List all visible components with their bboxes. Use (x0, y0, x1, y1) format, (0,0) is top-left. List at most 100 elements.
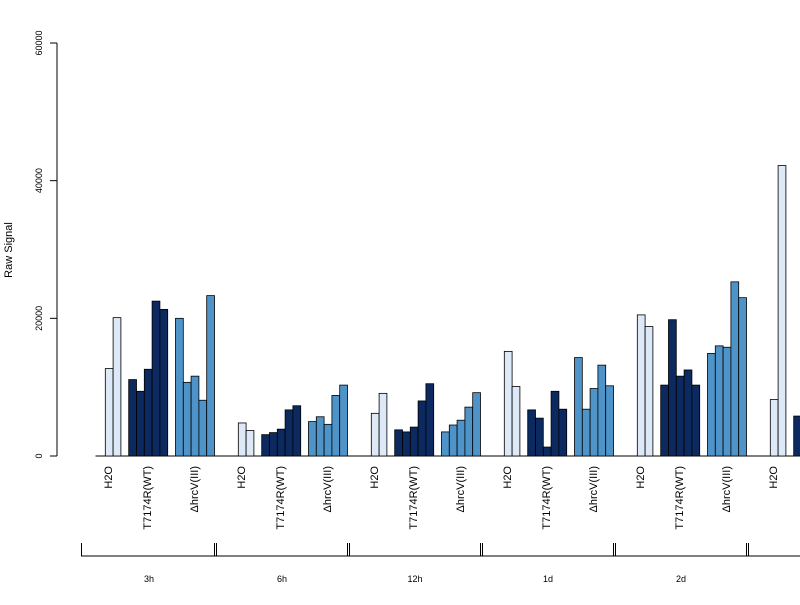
y-tick-label: 20000 (34, 306, 44, 331)
bar (246, 431, 254, 456)
y-axis: 0 20000 40000 60000 (34, 30, 57, 458)
bar (137, 391, 145, 456)
series-label: H2O (502, 466, 514, 489)
bar (692, 385, 700, 456)
bar (105, 369, 113, 456)
y-tick-label: 40000 (34, 168, 44, 193)
bar (575, 358, 583, 456)
series-label: T7174R(WT) (408, 466, 420, 530)
bar (637, 315, 645, 456)
bar (661, 385, 669, 456)
bar (598, 365, 606, 456)
bar (449, 425, 457, 456)
bar (528, 410, 536, 456)
series-label: T7174R(WT) (142, 466, 154, 530)
bar (176, 318, 184, 456)
series-labels: H2O T7174R(WT) ΔhrcV(III) H2O T7174R(WT) Δhrc… (103, 466, 800, 530)
y-tick-label: 60000 (34, 30, 44, 55)
series-label: H2O (103, 466, 115, 489)
group-label: 6h (277, 574, 287, 584)
bar (324, 424, 332, 456)
bar (410, 427, 418, 456)
bar (403, 432, 411, 456)
bar (504, 351, 512, 456)
group-bracket (614, 543, 749, 556)
bar (551, 391, 559, 456)
series-label: T7174R(WT) (275, 466, 287, 530)
group-label: 3h (144, 574, 154, 584)
bar (590, 389, 598, 456)
group-label: 1d (543, 574, 553, 584)
series-label: T7174R(WT) (674, 466, 686, 530)
bar (183, 382, 191, 456)
series-label: ΔhrcV(III) (455, 466, 467, 512)
bar (129, 380, 137, 456)
bar (426, 384, 434, 456)
group-bracket (215, 543, 350, 556)
bar (379, 393, 387, 456)
series-label: H2O (369, 466, 381, 489)
group-bracket (481, 543, 616, 556)
series-label: ΔhrcV(III) (322, 466, 334, 512)
bar (465, 407, 473, 456)
bar (739, 298, 747, 456)
bar (395, 430, 403, 456)
bar (770, 400, 778, 456)
bar (332, 395, 340, 456)
bar (160, 309, 168, 456)
bar (684, 370, 692, 456)
y-tick-label: 0 (34, 453, 44, 458)
bars (105, 58, 800, 456)
bar (277, 429, 285, 456)
bar (512, 386, 520, 456)
bar (708, 353, 716, 456)
group-bracket (747, 543, 800, 556)
bar (543, 447, 551, 456)
bar (207, 296, 215, 456)
bar (442, 432, 450, 456)
series-label: ΔhrcV(III) (721, 466, 733, 512)
series-label: ΔhrcV(III) (588, 466, 600, 512)
bar (293, 406, 301, 456)
bar (676, 376, 684, 456)
bar (418, 401, 426, 456)
bar (238, 423, 246, 456)
bar (191, 376, 199, 456)
bar (582, 409, 590, 456)
bar (606, 386, 614, 456)
bar (371, 413, 379, 456)
group-brackets: 3h6h12h1d2d4d6d (82, 543, 800, 584)
bar (559, 409, 567, 456)
bar (309, 422, 317, 456)
series-label: ΔhrcV(III) (189, 466, 201, 512)
group-bracket (348, 543, 483, 556)
bar (285, 410, 293, 456)
bar (270, 433, 278, 456)
bar (715, 346, 723, 456)
group-label: 12h (407, 574, 422, 584)
bar (536, 418, 544, 456)
bar (457, 420, 465, 456)
series-label: T7174R(WT) (541, 466, 553, 530)
series-label: H2O (768, 466, 780, 489)
bar (669, 320, 677, 456)
series-label: H2O (635, 466, 647, 489)
bar (199, 400, 207, 456)
bar (645, 327, 653, 456)
bar (778, 166, 786, 456)
bar (152, 301, 160, 456)
group-label: 2d (676, 574, 686, 584)
bar (340, 385, 348, 456)
bar (723, 347, 731, 456)
bar (473, 393, 481, 456)
bar (794, 416, 800, 456)
bar (113, 318, 121, 456)
group-bracket (82, 543, 217, 556)
y-axis-label: Raw Signal (3, 222, 15, 278)
series-label: H2O (236, 466, 248, 489)
bar (144, 369, 152, 456)
bar (731, 282, 739, 456)
bar (316, 417, 324, 456)
